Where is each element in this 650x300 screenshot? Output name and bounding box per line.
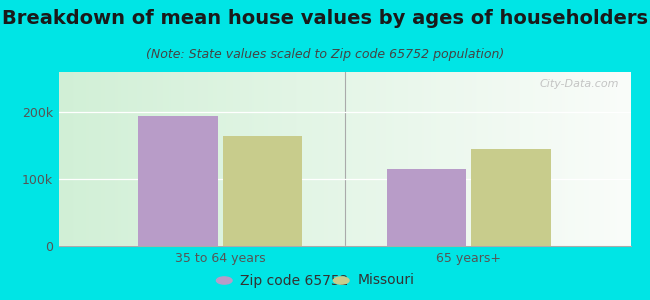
Text: Zip code 65752: Zip code 65752: [240, 274, 349, 287]
Text: City-Data.com: City-Data.com: [540, 79, 619, 89]
Text: Missouri: Missouri: [358, 274, 415, 287]
Bar: [138, 116, 218, 246]
Text: Breakdown of mean house values by ages of householders: Breakdown of mean house values by ages o…: [2, 9, 648, 28]
Bar: [471, 149, 551, 246]
Bar: [387, 169, 466, 246]
Bar: [223, 136, 302, 246]
Text: (Note: State values scaled to Zip code 65752 population): (Note: State values scaled to Zip code 6…: [146, 48, 504, 61]
